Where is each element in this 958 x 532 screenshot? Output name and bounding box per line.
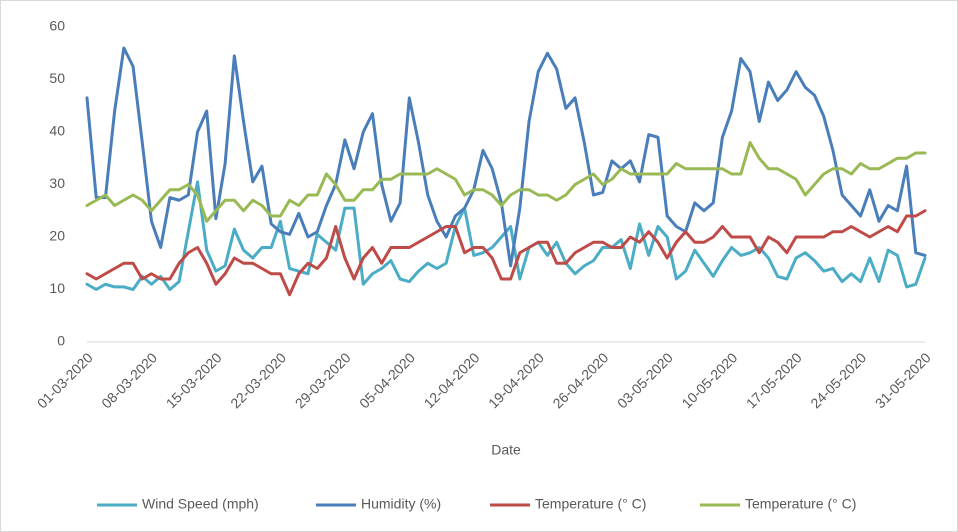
y-tick-label: 0 <box>57 333 65 349</box>
series-line <box>85 209 927 297</box>
y-tick-label: 10 <box>49 280 65 296</box>
x-axis-label: Date <box>491 442 521 458</box>
legend-label: Temperature (° C) <box>535 496 646 512</box>
legend-label: Temperature (° C) <box>745 496 856 512</box>
legend-label: Wind Speed (mph) <box>142 496 259 512</box>
series-line <box>85 46 927 268</box>
y-tick-label: 20 <box>49 228 65 244</box>
series-line <box>85 141 927 223</box>
legend-label: Humidity (%) <box>361 496 441 512</box>
y-tick-label: 50 <box>49 70 65 86</box>
y-tick-label: 30 <box>49 175 65 191</box>
y-tick-label: 60 <box>49 18 65 34</box>
y-tick-label: 40 <box>49 123 65 139</box>
